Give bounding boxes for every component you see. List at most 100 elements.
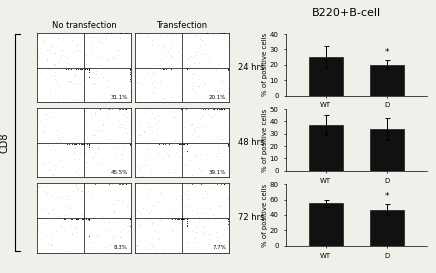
- Point: [64, 117, 71, 122]
- Point: [225, 142, 232, 146]
- Point: [126, 67, 133, 71]
- Point: [221, 31, 228, 36]
- Point: [102, 230, 109, 234]
- Point: [123, 31, 129, 36]
- Point: [225, 217, 232, 221]
- Point: [183, 217, 190, 221]
- Point: [225, 217, 232, 221]
- Point: [123, 106, 129, 111]
- Point: [221, 106, 228, 111]
- Point: [183, 142, 190, 146]
- Point: [85, 142, 92, 146]
- Point: [71, 226, 78, 230]
- Point: [126, 217, 133, 221]
- Point: [123, 31, 129, 36]
- Point: [85, 217, 92, 221]
- Point: [126, 67, 133, 71]
- Point: [123, 31, 129, 36]
- Point: [126, 217, 133, 221]
- Point: [184, 240, 191, 244]
- Point: [183, 142, 190, 146]
- Point: [126, 217, 133, 221]
- Point: [123, 182, 129, 186]
- Point: [221, 106, 228, 111]
- Point: [183, 217, 190, 221]
- Point: [85, 67, 92, 71]
- Point: [123, 106, 129, 111]
- Point: [64, 159, 71, 163]
- Point: [101, 245, 108, 249]
- Point: [85, 142, 92, 146]
- Point: [123, 31, 129, 36]
- Point: [85, 217, 92, 221]
- Point: [225, 217, 232, 221]
- Point: [80, 63, 87, 67]
- Point: [85, 217, 92, 221]
- Point: [221, 182, 228, 186]
- Point: [83, 72, 90, 77]
- Point: [123, 106, 129, 111]
- Point: [85, 67, 92, 71]
- Point: [85, 142, 92, 146]
- Point: [123, 106, 129, 111]
- Point: [183, 217, 190, 221]
- Point: [183, 67, 190, 71]
- Point: [126, 217, 133, 221]
- Point: [183, 142, 190, 146]
- Point: [47, 148, 54, 153]
- Point: [85, 217, 92, 221]
- Point: [85, 67, 92, 71]
- Point: [85, 142, 92, 146]
- Point: [221, 182, 228, 186]
- Point: [85, 142, 92, 146]
- Point: [183, 142, 190, 146]
- Point: [123, 31, 129, 36]
- Point: [85, 67, 92, 71]
- Point: [170, 170, 177, 174]
- Point: [54, 163, 61, 167]
- Point: [123, 182, 129, 186]
- Point: [85, 142, 92, 146]
- Point: [123, 106, 129, 111]
- Point: [123, 182, 129, 186]
- Point: [85, 142, 92, 146]
- Point: [72, 134, 79, 138]
- Point: [85, 142, 92, 146]
- Point: [183, 142, 190, 146]
- Point: [126, 220, 133, 225]
- Point: [123, 31, 129, 36]
- Point: [85, 217, 92, 221]
- Point: [121, 223, 128, 227]
- Point: [225, 217, 232, 221]
- Point: [183, 217, 190, 221]
- Point: [123, 31, 129, 36]
- Point: [225, 217, 232, 221]
- Point: [126, 67, 133, 71]
- Point: [123, 182, 129, 186]
- Point: [185, 171, 192, 176]
- Point: [126, 67, 133, 71]
- Point: [126, 217, 133, 221]
- Point: [85, 142, 92, 146]
- Point: [126, 67, 133, 71]
- Point: [85, 67, 92, 71]
- Point: [221, 31, 228, 36]
- Point: [92, 98, 99, 102]
- Point: [85, 217, 92, 221]
- Point: [225, 142, 232, 146]
- Point: [85, 67, 92, 71]
- Point: [221, 31, 228, 36]
- Point: [85, 217, 92, 221]
- Point: [126, 142, 133, 146]
- Point: [85, 67, 92, 71]
- Point: [221, 31, 228, 36]
- Point: [123, 31, 129, 36]
- Point: [221, 31, 228, 36]
- Point: [225, 217, 232, 221]
- Point: [221, 31, 228, 36]
- Point: [187, 204, 194, 208]
- Point: [221, 31, 228, 36]
- Point: [225, 67, 232, 71]
- Point: [183, 217, 190, 221]
- Point: [116, 36, 123, 40]
